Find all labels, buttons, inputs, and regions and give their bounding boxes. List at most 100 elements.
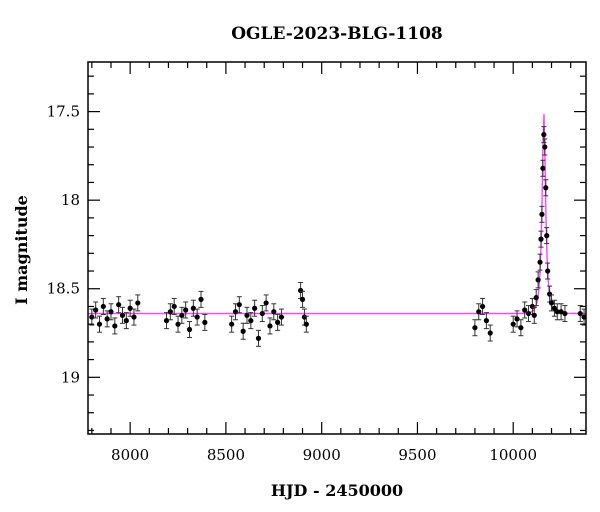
data-marker [252,305,258,311]
data-point [163,312,170,330]
data-marker [539,211,545,217]
data-point [525,305,532,323]
data-point [487,324,493,342]
data-point [167,303,173,321]
data-marker [303,321,309,327]
data-marker [581,314,586,320]
data-marker [544,233,550,239]
data-point [271,303,277,321]
data-marker [194,314,200,320]
data-marker [548,300,555,306]
data-marker [472,325,478,331]
data-marker [112,323,118,329]
data-point [538,230,544,248]
data-point [558,303,564,321]
data-marker [183,307,189,313]
data-point [175,315,181,333]
x-tick-label: 10000 [489,446,537,464]
data-point [577,305,583,323]
data-point [119,306,126,324]
data-point [275,313,281,331]
model-curve [88,113,586,315]
data-marker [186,326,193,333]
data-marker [96,321,103,327]
y-tick-label: 17.5 [47,103,80,121]
data-marker [267,323,273,329]
data-marker [545,268,551,274]
data-marker [263,300,269,306]
data-point [179,306,185,324]
data-marker [551,305,557,311]
data-point [93,301,99,319]
data-point [202,313,208,331]
data-point [472,319,478,337]
data-point [476,303,482,321]
y-tick-label: 19 [61,368,80,386]
data-marker [171,303,177,310]
data-point [540,159,546,177]
data-point [244,306,250,324]
data-point [116,296,122,314]
data-point [232,303,239,321]
data-point [100,297,106,315]
data-point [548,294,555,312]
data-point [248,312,254,330]
data-point [123,312,129,330]
data-point [278,308,285,326]
y-axis-label: I magnitude [12,195,31,305]
data-point [539,205,545,223]
data-marker [89,314,95,320]
data-point [551,299,557,317]
data-point [531,306,537,324]
data-point [198,290,204,308]
data-marker [518,325,524,331]
data-marker [229,321,235,327]
data-point [263,294,269,312]
data-point [303,315,309,333]
data-point [545,262,551,280]
data-marker [483,318,489,324]
data-marker [540,165,546,171]
data-point [240,322,246,340]
data-marker [202,319,208,325]
data-point [89,308,95,326]
data-point [236,296,242,314]
plot-area [88,113,586,347]
data-marker [104,316,110,322]
data-marker [255,335,262,341]
data-point [108,303,114,321]
data-marker [179,312,185,318]
data-marker [93,307,99,313]
data-marker [525,310,532,317]
data-point [299,290,306,308]
data-marker [562,310,568,317]
data-marker [259,310,265,317]
data-point [541,126,547,144]
data-point [518,319,524,337]
data-point [483,312,489,330]
plot-content [88,113,586,347]
data-marker [167,309,173,315]
data-marker [275,319,281,325]
data-marker [163,318,170,324]
data-point [543,179,549,197]
chart-title: OGLE-2023-BLG-1108 [231,24,443,44]
data-marker [236,302,242,308]
data-point [522,301,528,319]
data-point [131,308,137,326]
data-marker [299,296,306,302]
data-marker [522,307,528,313]
data-marker [577,310,583,317]
data-marker [232,309,239,315]
data-point [96,315,103,333]
data-point [104,310,110,328]
data-point [535,271,541,289]
data-marker [108,309,114,315]
data-marker [476,309,482,315]
data-point [562,305,568,323]
data-marker [271,309,277,315]
data-marker [487,330,493,336]
axis-ticks [88,62,586,434]
x-axis-label: HJD - 2450000 [271,481,403,500]
